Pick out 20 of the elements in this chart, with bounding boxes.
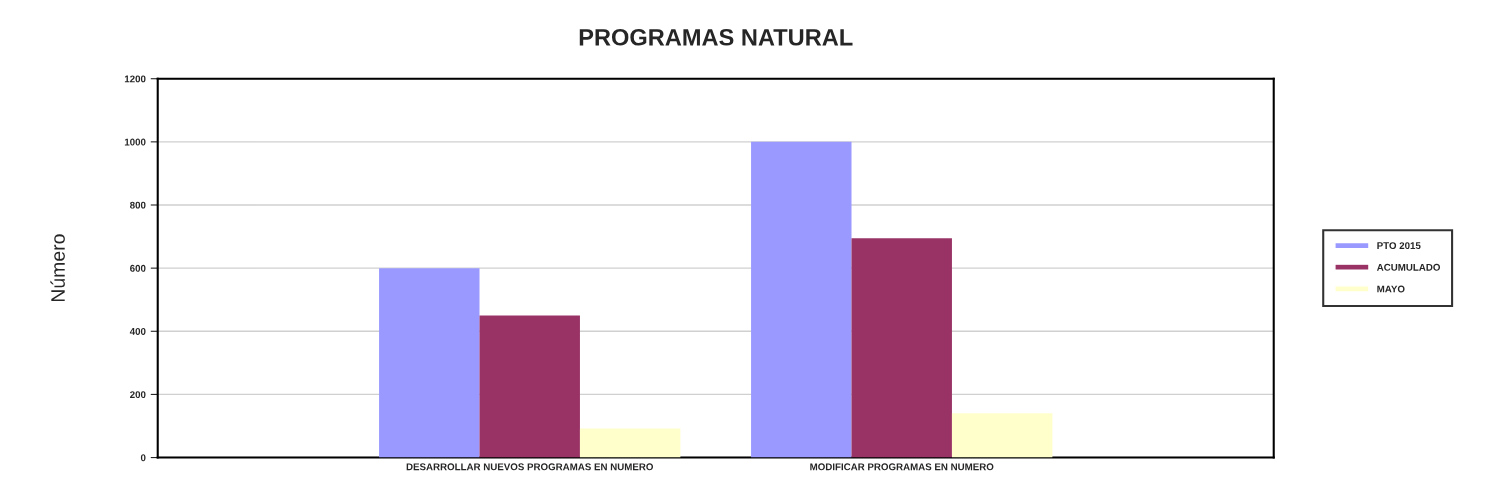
y-tick-label: 1000 [124, 138, 146, 146]
y-tick-label: 1200 [124, 75, 146, 83]
y-tick-label: 0 [140, 454, 146, 462]
y-tick-label: 600 [130, 264, 146, 272]
x-tick-label: MODIFICAR PROGRAMAS EN NUMERO [810, 463, 994, 471]
bar [379, 268, 480, 458]
legend-label: MAYO [1377, 285, 1405, 293]
legend-label: ACUMULADO [1376, 263, 1441, 271]
y-tick-label: 800 [130, 201, 146, 209]
bar [851, 238, 952, 458]
legend-label: PTO 2015 [1377, 242, 1421, 250]
y-tick-label: 400 [129, 328, 146, 335]
bar [951, 413, 1053, 458]
chart-title: PROGRAMAS NATURAL [579, 28, 853, 46]
bar [579, 428, 681, 458]
y-axis-title: Número [50, 234, 65, 302]
x-tick-label: DESARROLLAR NUEVOS PROGRAMAS EN NUMERO [406, 463, 654, 471]
y-tick-label: 200 [130, 391, 146, 399]
bar [479, 315, 580, 458]
bar [751, 141, 852, 458]
